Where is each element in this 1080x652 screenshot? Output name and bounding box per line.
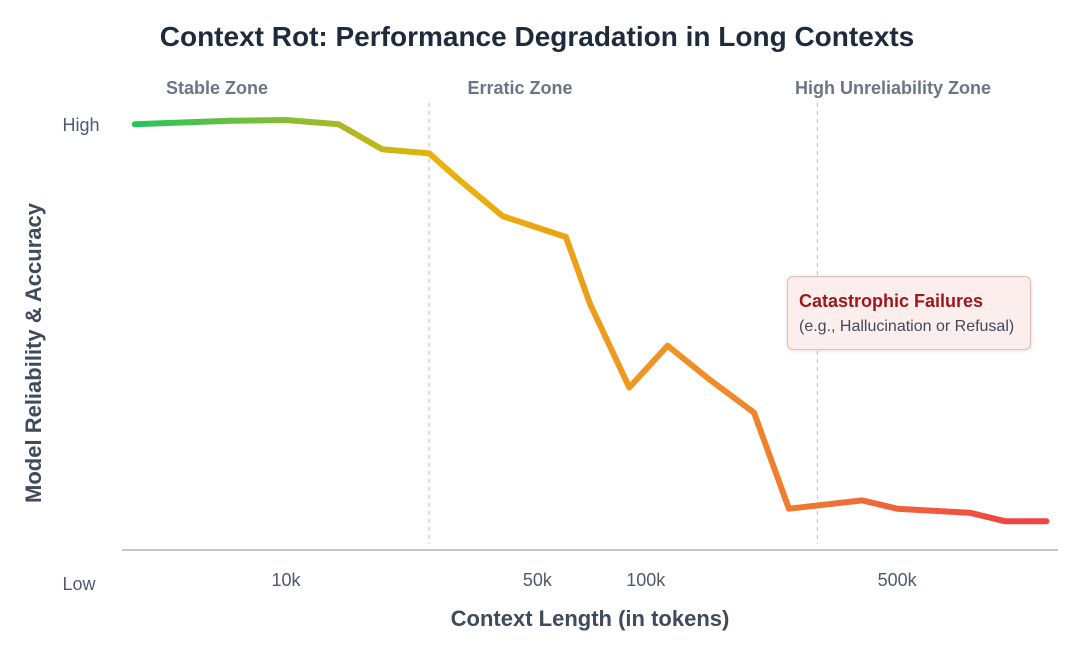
data-point-5 [426, 150, 432, 156]
data-point-2 [283, 117, 289, 123]
series-line-reliability [131, 117, 1050, 525]
y-tick-low: Low [62, 574, 96, 594]
zone-label-stable: Stable Zone [166, 78, 268, 98]
x-tick-50k: 50k [523, 570, 553, 590]
data-point-15 [859, 497, 865, 503]
data-point-8 [563, 234, 569, 240]
data-point-3 [336, 121, 342, 127]
zone-label-high-unreliability: High Unreliability Zone [795, 78, 991, 98]
chart-title: Context Rot: Performance Degradation in … [160, 21, 915, 52]
data-point-9 [587, 301, 593, 307]
callout-title: Catastrophic Failures [799, 291, 984, 311]
data-point-16 [894, 506, 900, 512]
data-point-14 [786, 506, 792, 512]
zone-label-erratic: Erratic Zone [467, 78, 572, 98]
data-point-4 [379, 146, 385, 152]
data-point-1 [227, 118, 233, 124]
data-point-11 [665, 343, 671, 349]
data-point-7 [500, 213, 506, 219]
y-axis-title: Model Reliability & Accuracy [21, 202, 46, 503]
x-axis-title: Context Length (in tokens) [451, 606, 730, 631]
data-point-12 [706, 376, 712, 382]
y-tick-high: High [62, 115, 99, 135]
data-point-17 [968, 510, 974, 516]
x-tick-10k: 10k [271, 570, 301, 590]
data-point-13 [751, 410, 757, 416]
data-point-19 [1043, 518, 1049, 524]
data-point-18 [1002, 518, 1008, 524]
x-tick-100k: 100k [626, 570, 666, 590]
data-point-6 [455, 176, 461, 182]
data-point-10 [626, 385, 632, 391]
x-tick-500k: 500k [878, 570, 918, 590]
data-point-0 [132, 121, 138, 127]
callout-text: (e.g., Hallucination or Refusal) [799, 318, 1015, 335]
catastrophic-failures-callout: Catastrophic Failures (e.g., Hallucinati… [787, 276, 1031, 350]
